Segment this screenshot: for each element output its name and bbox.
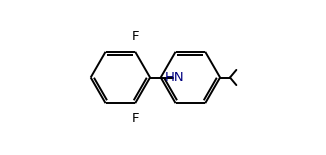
- Text: F: F: [132, 30, 140, 43]
- Text: F: F: [132, 112, 140, 125]
- Text: HN: HN: [165, 71, 184, 84]
